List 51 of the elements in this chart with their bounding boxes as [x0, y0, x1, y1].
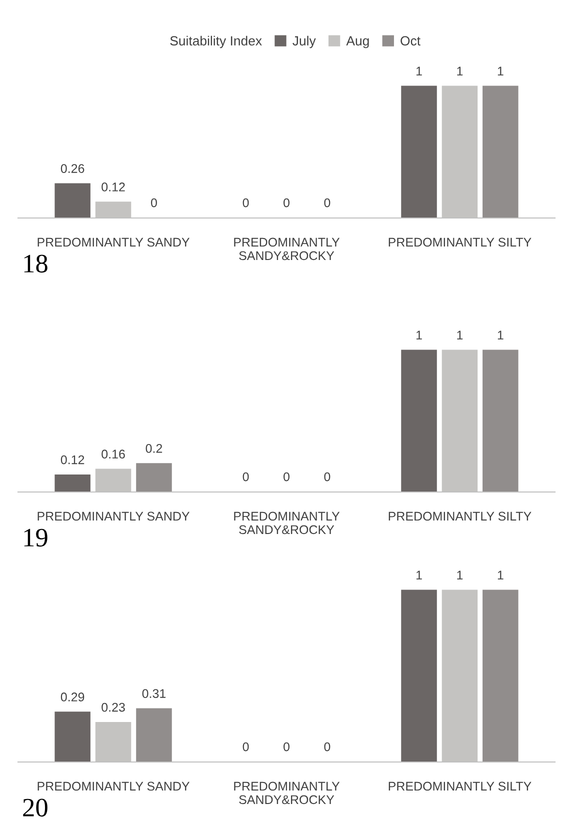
data-label: 0	[324, 472, 330, 482]
data-label: 0	[324, 198, 330, 208]
data-label: 0	[324, 742, 330, 752]
bar	[54, 712, 90, 762]
data-label: 1	[457, 570, 463, 580]
data-label: 0	[242, 198, 249, 208]
x-tick-label: PREDOMINANTLY SILTY	[388, 238, 532, 247]
x-tick-label: PREDOMINANTLY SANDY&ROCKY	[234, 238, 340, 260]
data-label: 0	[242, 742, 249, 752]
data-label: 0.2	[146, 444, 162, 453]
data-label: 1	[416, 66, 422, 76]
bar	[401, 590, 437, 762]
bar	[401, 350, 437, 492]
data-label: 0	[242, 472, 249, 482]
data-label: 1	[457, 330, 463, 340]
x-tick-label: PREDOMINANTLY SANDY	[38, 238, 190, 247]
data-label: 0	[284, 472, 290, 482]
data-label: 0	[150, 198, 157, 208]
x-tick-label: PREDOMINANTLY SILTY	[388, 512, 532, 521]
data-label: 0.31	[142, 689, 166, 698]
legend-title: Suitability Index	[170, 36, 262, 48]
data-label: 0.12	[60, 455, 84, 464]
x-tick-label: PREDOMINANTLY SANDY&ROCKY	[234, 512, 340, 534]
bar	[482, 350, 518, 492]
text: 18	[24, 254, 48, 273]
data-label: 1	[416, 570, 422, 580]
x-tick-label: PREDOMINANTLY SILTY	[388, 782, 532, 791]
bar	[136, 708, 172, 762]
data-label: 1	[498, 66, 504, 76]
data-label: 0.12	[102, 182, 125, 192]
data-label: 0.16	[102, 450, 125, 459]
data-label: 1	[498, 570, 504, 580]
data-label: 1	[457, 66, 463, 76]
legend-label: Aug	[346, 36, 369, 48]
data-label: 0.26	[60, 164, 84, 173]
bar	[482, 590, 518, 762]
legend-label: July	[292, 36, 316, 48]
data-label: 0.23	[102, 702, 125, 712]
text: 20	[23, 798, 48, 817]
data-label: 0	[284, 742, 290, 752]
data-label: 1	[498, 330, 504, 340]
bar	[136, 463, 172, 492]
x-tick-label: PREDOMINANTLY SANDY&ROCKY	[234, 782, 340, 804]
x-tick-label: PREDOMINANTLY SANDY	[38, 512, 190, 521]
data-label: 0	[284, 198, 290, 208]
legend-label: Oct	[400, 36, 420, 46]
bar	[54, 474, 90, 492]
data-label: 1	[416, 330, 422, 340]
data-label: 0.29	[60, 692, 84, 702]
x-tick-label: PREDOMINANTLY SANDY	[38, 782, 190, 791]
text: 19	[24, 528, 48, 547]
